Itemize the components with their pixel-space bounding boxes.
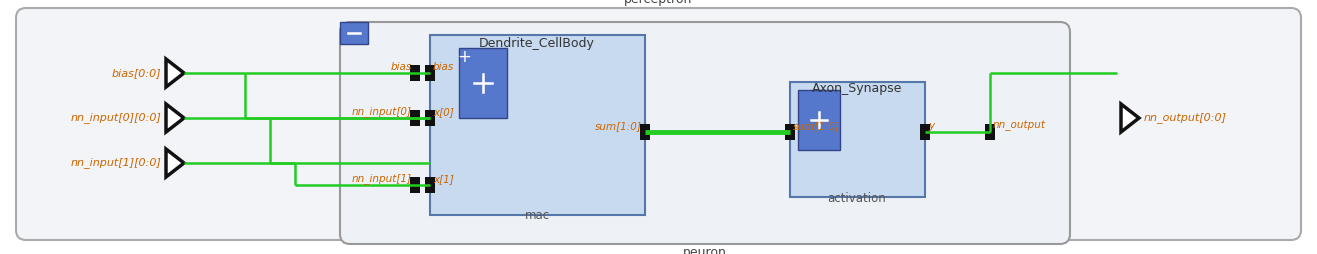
Bar [425,110,435,126]
Polygon shape [166,149,184,177]
Bar [798,90,840,150]
Text: mac: mac [524,209,549,222]
Bar [921,124,930,140]
Text: Dendrite_CellBody: Dendrite_CellBody [479,37,595,50]
Text: x[0]: x[0] [433,107,454,117]
Text: bias: bias [391,62,412,72]
Bar [429,35,645,215]
Bar [785,124,795,140]
Text: neuron: neuron [684,246,727,254]
Text: nn_output[0:0]: nn_output[0:0] [1144,113,1227,123]
Bar [790,82,925,197]
Text: sum[1:0]: sum[1:0] [595,121,641,131]
Text: nn_input[0][0:0]: nn_input[0][0:0] [70,113,161,123]
Bar [425,177,435,193]
Bar [640,124,651,140]
Bar [410,177,420,193]
Bar [340,22,367,44]
Bar [410,110,420,126]
Text: perceptron: perceptron [624,0,693,6]
Text: bias: bias [433,62,454,72]
Text: +: + [457,48,471,66]
Text: nn_input[0]: nn_input[0] [352,106,412,117]
Polygon shape [166,104,184,132]
Bar [460,48,507,118]
Bar [985,124,996,140]
Text: Axon_Synapse: Axon_Synapse [811,82,902,95]
FancyBboxPatch shape [16,8,1301,240]
Text: nn_output: nn_output [993,121,1046,131]
Polygon shape [1121,104,1139,132]
Text: nn_input[1]: nn_input[1] [352,173,412,184]
Text: y: y [928,121,934,131]
Text: x[1]: x[1] [433,174,454,184]
FancyBboxPatch shape [340,22,1069,244]
Text: sum[1:0]: sum[1:0] [793,121,840,131]
Text: nn_input[1][0:0]: nn_input[1][0:0] [70,157,161,168]
Bar [425,65,435,81]
Polygon shape [166,59,184,87]
Bar [410,65,420,81]
Text: bias[0:0]: bias[0:0] [112,68,161,78]
Text: activation: activation [827,192,886,205]
